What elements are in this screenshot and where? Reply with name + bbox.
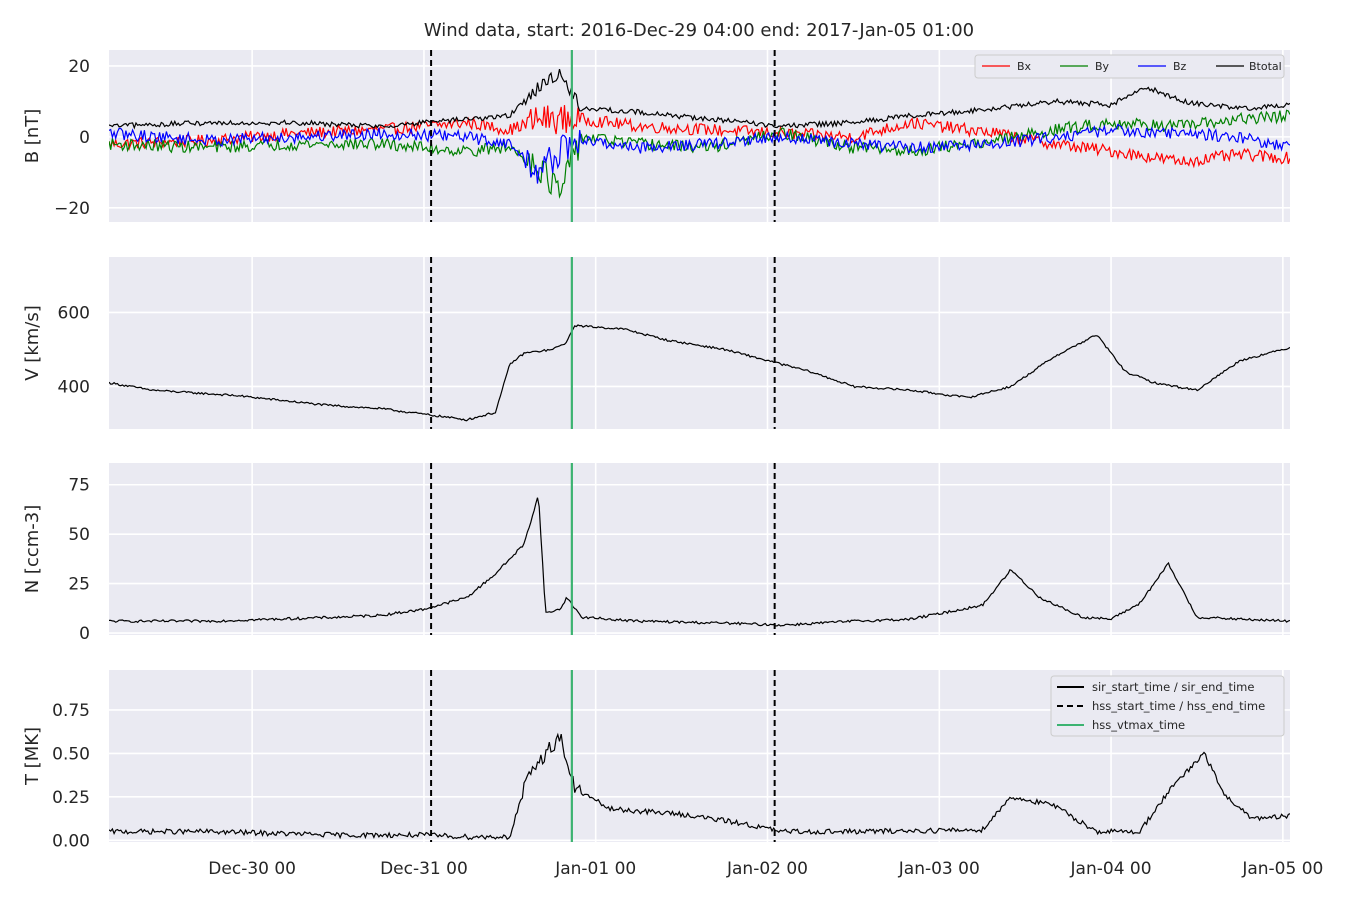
panel-3: 0 25 50 75 N [ccm-3] (22, 463, 1290, 644)
plot-background (109, 50, 1290, 222)
series-line-Bx (109, 105, 1290, 169)
legend-label: Btotal (1249, 60, 1282, 73)
x-tick-label: Jan-03 00 (898, 859, 980, 879)
panels: −20 0 20 B [nT] Bx By Bz Btotal 400 600 V [km/s] 0 2… (22, 50, 1323, 879)
y-tick-label: 50 (68, 525, 90, 545)
x-tick-label: Dec-30 00 (208, 859, 296, 879)
panel-2: 400 600 V [km/s] (22, 257, 1290, 429)
y-tick-label: 0.00 (52, 831, 90, 851)
y-tick-label: 0.75 (52, 701, 90, 721)
series-group (109, 732, 1290, 841)
series-line-N (109, 497, 1290, 627)
legend-label: hss_vtmax_time (1092, 718, 1185, 732)
series-line-T (109, 732, 1290, 841)
series-line-V (109, 324, 1290, 422)
legend-label: Bx (1017, 60, 1032, 73)
legend-label: sir_start_time / sir_end_time (1092, 680, 1254, 694)
panel-4: 0.00 0.25 0.50 0.75 T [MK] sir_start_time / s… (22, 670, 1323, 879)
x-tick-label: Jan-01 00 (554, 859, 636, 879)
plot-background (109, 463, 1290, 635)
y-axis-label: V [km/s] (22, 305, 43, 380)
legend-events: sir_start_time / sir_end_time hss_start_t… (1050, 675, 1285, 737)
legend-label: hss_start_time / hss_end_time (1092, 699, 1265, 713)
plot-background (109, 257, 1290, 429)
series-group (109, 68, 1290, 199)
x-tick-label: Jan-04 00 (1070, 859, 1152, 879)
y-tick-label: 20 (68, 57, 90, 77)
y-tick-label: 75 (68, 476, 90, 496)
y-tick-label: 400 (58, 377, 90, 397)
y-tick-label: 0.25 (52, 788, 90, 808)
y-axis-label: N [ccm-3] (22, 505, 43, 594)
chart-title: Wind data, start: 2016-Dec-29 04:00 end:… (424, 20, 974, 41)
legend-frame (974, 54, 1285, 79)
legend-b: Bx By Bz Btotal (974, 54, 1285, 79)
x-tick-label: Jan-02 00 (726, 859, 808, 879)
x-tick-label: Dec-31 00 (380, 859, 468, 879)
y-tick-label: 600 (58, 303, 90, 323)
panel-1: −20 0 20 B [nT] Bx By Bz Btotal (22, 50, 1290, 222)
y-tick-label: 25 (68, 575, 90, 595)
series-line-Btotal (109, 68, 1290, 130)
x-tick-label: Jan-05 00 (1241, 859, 1323, 879)
y-axis-label: B [nT] (22, 109, 43, 164)
series-group (109, 497, 1290, 627)
series-line-Bz (109, 123, 1290, 184)
y-tick-label: 0 (79, 624, 90, 644)
series-group (109, 324, 1290, 422)
legend-label: By (1095, 60, 1110, 73)
legend-frame (1050, 675, 1285, 737)
y-tick-label: 0 (79, 128, 90, 148)
y-tick-label: 0.50 (52, 744, 90, 764)
legend-label: Bz (1173, 60, 1187, 73)
y-tick-label: −20 (54, 199, 90, 219)
y-axis-label: T [MK] (22, 727, 43, 786)
